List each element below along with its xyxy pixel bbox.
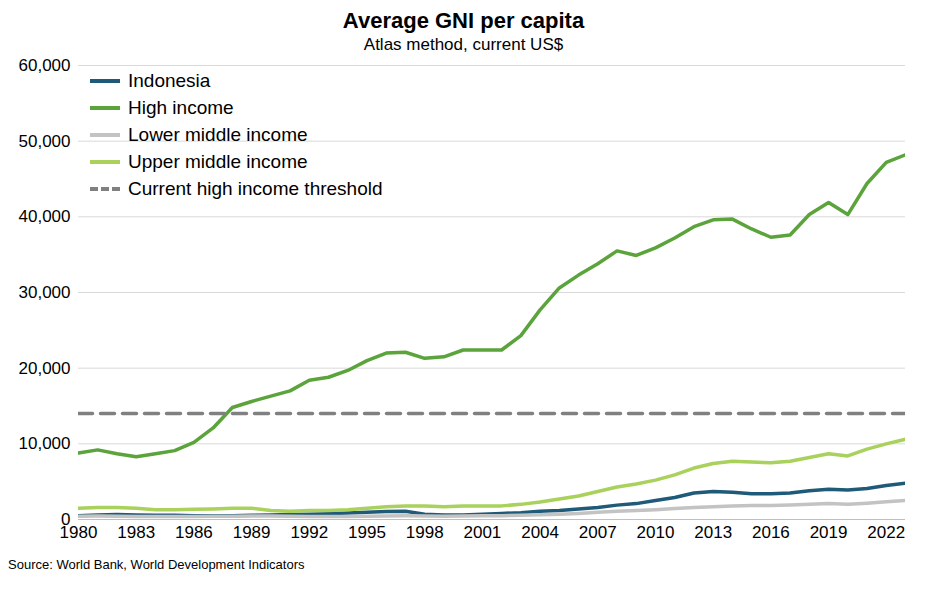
html-text:High income: High income [128,96,234,118]
svg-text:2016: 2016 [752,523,790,542]
svg-text:1995: 1995 [348,523,386,542]
svg-text:2013: 2013 [694,523,732,542]
svg-text:30,000: 30,000 [19,283,71,302]
svg-text:20,000: 20,000 [19,359,71,378]
svg-text:2010: 2010 [637,523,675,542]
html-text:Average GNI per capita: Average GNI per capita [342,8,585,33]
svg-text:1992: 1992 [290,523,328,542]
svg-text:10,000: 10,000 [19,434,71,453]
html-text:Current high income threshold: Current high income threshold [128,177,383,199]
svg-text:2004: 2004 [521,523,559,542]
svg-text:2007: 2007 [579,523,617,542]
svg-text:1980: 1980 [60,523,98,542]
svg-text:40,000: 40,000 [19,207,71,226]
svg-text:2019: 2019 [810,523,848,542]
svg-text:1983: 1983 [117,523,155,542]
svg-text:2001: 2001 [463,523,501,542]
svg-text:50,000: 50,000 [19,132,71,151]
svg-text:1989: 1989 [233,523,271,542]
html-text:Indonesia: Indonesia [128,69,211,91]
html-text:Atlas method, current US$: Atlas method, current US$ [363,35,564,54]
svg-text:1998: 1998 [406,523,444,542]
html-text:Source: World Bank, World Deve: Source: World Bank, World Development In… [8,557,305,572]
html-text:Lower middle income: Lower middle income [128,123,308,145]
svg-text:0: 0 [61,509,71,529]
svg-text:1986: 1986 [175,523,213,542]
svg-text:2022: 2022 [867,523,905,542]
svg-text:60,000: 60,000 [19,56,71,75]
html-text:Upper middle income: Upper middle income [128,150,308,172]
